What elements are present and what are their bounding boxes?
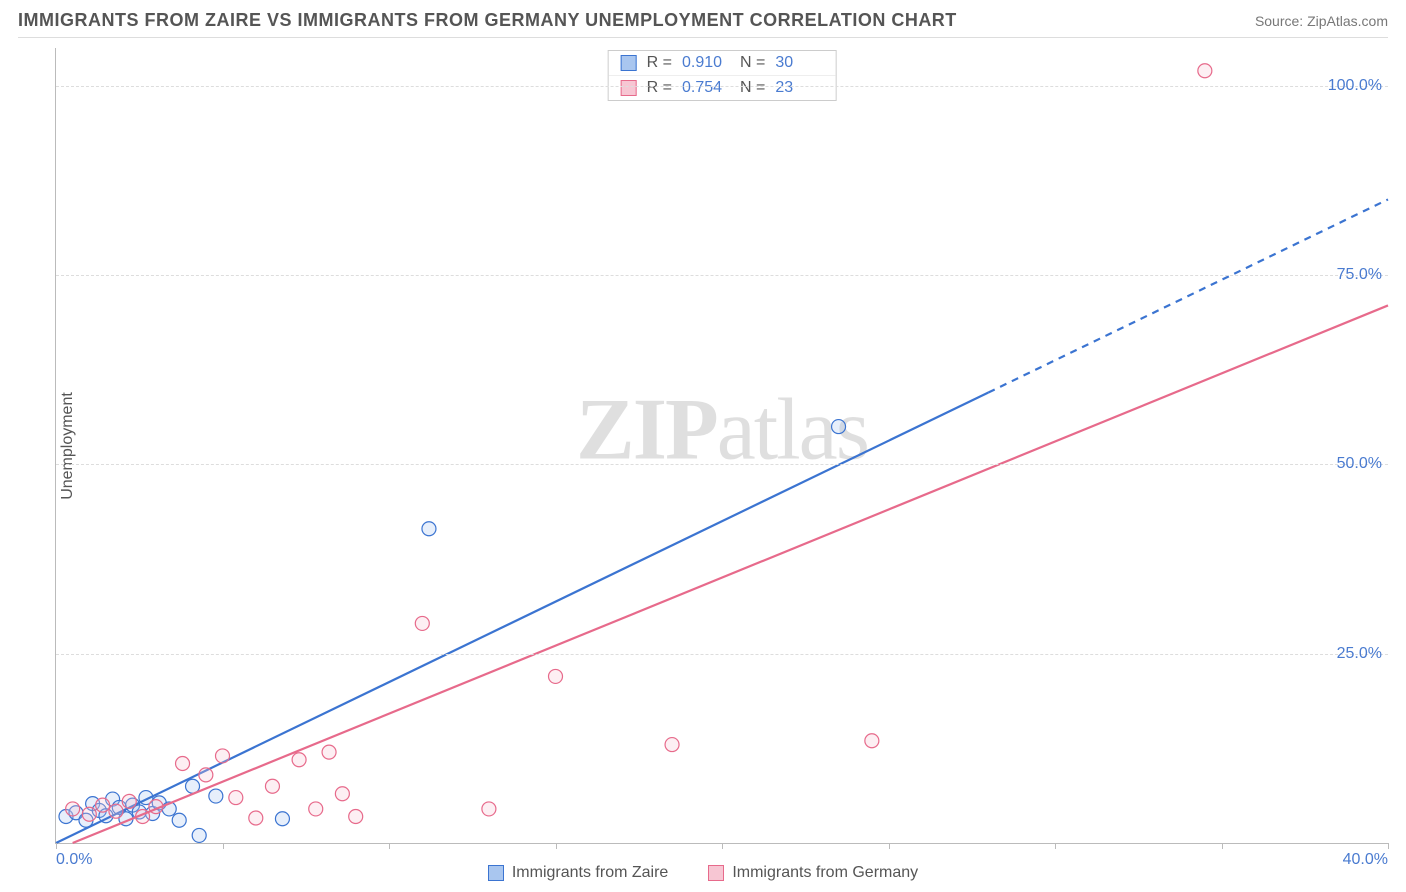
- legend-label-germany: Immigrants from Germany: [732, 864, 918, 882]
- source-prefix: Source:: [1255, 13, 1307, 29]
- source-name: ZipAtlas.com: [1307, 13, 1388, 29]
- source-attribution: Source: ZipAtlas.com: [1255, 13, 1388, 29]
- plot-svg: [56, 48, 1388, 843]
- swatch-zaire-icon: [488, 865, 504, 881]
- swatch-germany-icon: [708, 865, 724, 881]
- chart-container: IMMIGRANTS FROM ZAIRE VS IMMIGRANTS FROM…: [0, 0, 1406, 892]
- plot-area: ZIPatlas R = 0.910 N = 30 R = 0.754 N = …: [55, 48, 1388, 844]
- legend-item-germany: Immigrants from Germany: [708, 864, 918, 882]
- chart-title: IMMIGRANTS FROM ZAIRE VS IMMIGRANTS FROM…: [18, 10, 957, 31]
- legend-label-zaire: Immigrants from Zaire: [512, 864, 668, 882]
- legend-item-zaire: Immigrants from Zaire: [488, 864, 668, 882]
- title-bar: IMMIGRANTS FROM ZAIRE VS IMMIGRANTS FROM…: [18, 10, 1388, 38]
- series-legend: Immigrants from Zaire Immigrants from Ge…: [0, 864, 1406, 882]
